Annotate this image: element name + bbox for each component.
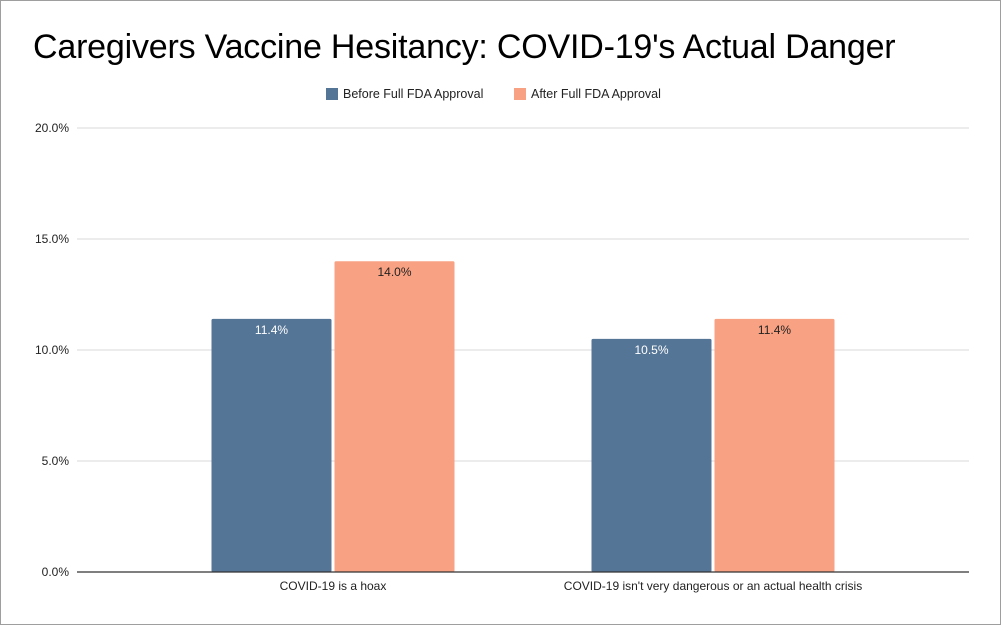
x-tick-label: COVID-19 is a hoax xyxy=(280,579,387,593)
y-tick-label: 20.0% xyxy=(35,121,69,135)
x-tick-label: COVID-19 isn't very dangerous or an actu… xyxy=(564,579,862,593)
bar xyxy=(591,338,712,572)
data-label: 10.5% xyxy=(634,343,668,357)
legend-swatch xyxy=(514,88,526,100)
legend-label: After Full FDA Approval xyxy=(531,87,661,101)
y-tick-label: 0.0% xyxy=(42,565,70,579)
data-label: 11.4% xyxy=(255,323,288,337)
bar xyxy=(714,318,835,572)
data-label: 14.0% xyxy=(377,265,411,279)
bar xyxy=(211,318,332,572)
y-tick-label: 15.0% xyxy=(35,232,69,246)
chart-title: Caregivers Vaccine Hesitancy: COVID-19's… xyxy=(33,28,896,66)
y-tick-label: 10.0% xyxy=(35,343,69,357)
legend-swatch xyxy=(326,88,338,100)
data-label: 11.4% xyxy=(758,323,791,337)
y-tick-label: 5.0% xyxy=(42,454,70,468)
legend-label: Before Full FDA Approval xyxy=(343,87,483,101)
bar xyxy=(334,261,455,572)
